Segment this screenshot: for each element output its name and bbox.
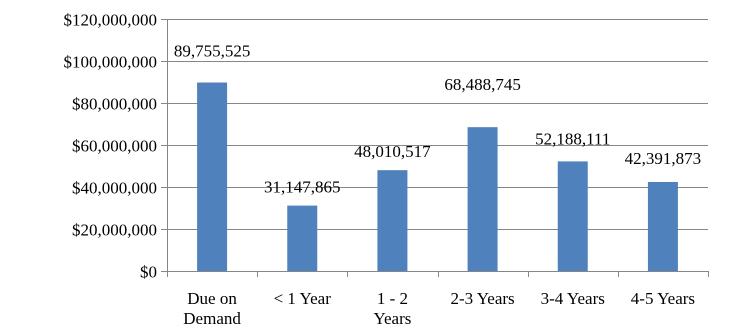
x-tick-label: 1 - 2 <box>377 289 408 308</box>
x-tick-label: < 1 Year <box>274 289 332 308</box>
bar <box>377 170 408 271</box>
data-label: 31,147,865 <box>264 178 341 197</box>
bar <box>197 82 228 271</box>
data-label: 42,391,873 <box>625 149 702 168</box>
x-tick-label: 4-5 Years <box>631 289 695 308</box>
x-tick-label: 2-3 Years <box>450 289 514 308</box>
y-tick-label: $80,000,000 <box>72 95 157 114</box>
y-axis-tick-labels: $0 $20,000,000 $40,000,000 $60,000,000 $80,0… <box>64 11 158 282</box>
y-tick-label: $40,000,000 <box>72 179 157 198</box>
y-tick-label: $60,000,000 <box>72 137 157 156</box>
x-tick-label: Demand <box>183 309 241 328</box>
bar <box>557 161 588 271</box>
axes <box>161 19 709 277</box>
bar <box>287 205 318 271</box>
y-tick-label: $100,000,000 <box>64 53 158 72</box>
x-tick-label: Years <box>373 309 411 328</box>
x-tick-label: 3-4 Years <box>541 289 605 308</box>
bar <box>647 181 678 271</box>
gridlines <box>167 19 708 230</box>
y-tick-label: $20,000,000 <box>72 221 157 240</box>
bars <box>197 82 678 271</box>
x-tick-label: Due on <box>187 289 237 308</box>
bar <box>467 127 498 271</box>
data-label: 48,010,517 <box>354 142 431 161</box>
data-label: 89,755,525 <box>174 42 251 61</box>
y-tick-label: $120,000,000 <box>64 11 158 30</box>
data-label: 52,188,111 <box>535 129 610 148</box>
y-tick-label: $0 <box>140 263 157 282</box>
data-labels: 89,755,525 31,147,865 48,010,517 68,488,745… <box>174 42 701 197</box>
data-label: 68,488,745 <box>444 75 521 94</box>
